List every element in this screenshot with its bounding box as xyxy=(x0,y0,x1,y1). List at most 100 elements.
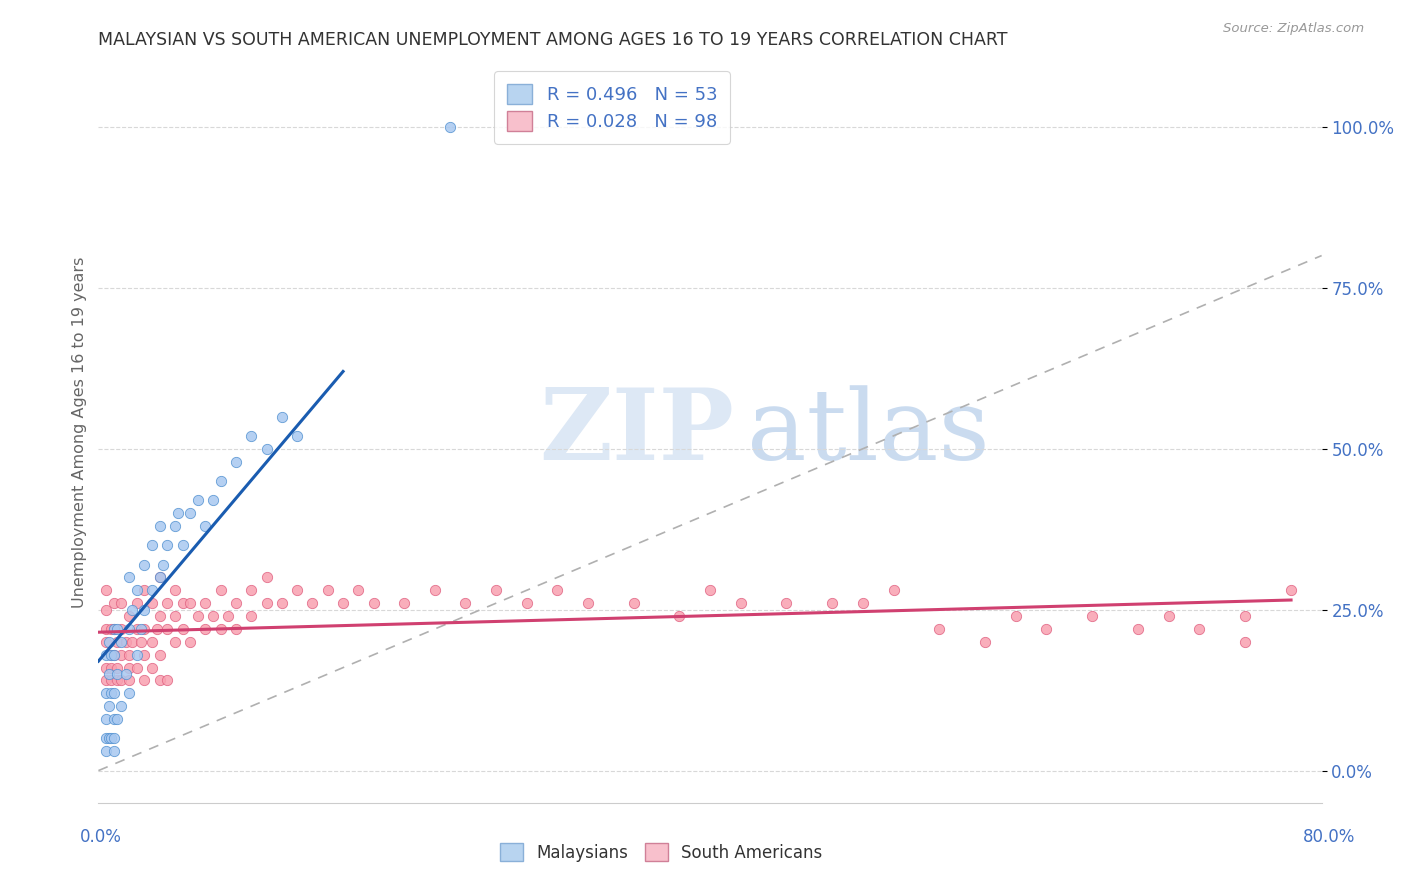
Point xyxy=(134,602,156,616)
Point xyxy=(668,609,690,624)
Text: ZIP: ZIP xyxy=(540,384,734,481)
Point xyxy=(202,493,225,508)
Point xyxy=(172,596,194,610)
Point xyxy=(240,429,263,443)
Point xyxy=(125,583,148,598)
Point xyxy=(100,648,122,662)
Point xyxy=(103,686,125,700)
Point xyxy=(121,635,143,649)
Point xyxy=(202,609,225,624)
Point xyxy=(94,744,117,758)
Point xyxy=(125,622,148,636)
Point xyxy=(103,648,125,662)
Point xyxy=(194,519,217,533)
Point xyxy=(103,622,125,636)
Point xyxy=(118,570,141,584)
Point xyxy=(172,538,194,552)
Point xyxy=(163,583,186,598)
Point xyxy=(141,660,163,674)
Point xyxy=(103,596,125,610)
Point xyxy=(187,609,209,624)
Point xyxy=(149,519,172,533)
Point xyxy=(270,409,292,424)
Point xyxy=(163,609,186,624)
Point xyxy=(141,635,163,649)
Point xyxy=(240,583,263,598)
Point xyxy=(118,622,141,636)
Point xyxy=(118,660,141,674)
Point xyxy=(94,712,117,726)
Point xyxy=(141,583,163,598)
Point xyxy=(1188,622,1211,636)
Point xyxy=(156,538,179,552)
Point xyxy=(439,120,461,134)
Text: Source: ZipAtlas.com: Source: ZipAtlas.com xyxy=(1223,22,1364,36)
Point xyxy=(156,622,179,636)
Point xyxy=(134,648,156,662)
Point xyxy=(225,454,247,468)
Point xyxy=(256,442,278,456)
Point xyxy=(1035,622,1057,636)
Point xyxy=(270,596,292,610)
Point xyxy=(100,673,122,688)
Point xyxy=(105,660,128,674)
Point xyxy=(98,635,121,649)
Point xyxy=(110,673,132,688)
Point xyxy=(118,686,141,700)
Point xyxy=(699,583,721,598)
Point xyxy=(149,570,172,584)
Point xyxy=(98,731,121,746)
Point xyxy=(125,596,148,610)
Point xyxy=(94,648,117,662)
Point xyxy=(1004,609,1026,624)
Point xyxy=(163,519,186,533)
Point xyxy=(179,506,201,520)
Point xyxy=(149,570,172,584)
Point xyxy=(194,596,217,610)
Point xyxy=(285,429,308,443)
Point xyxy=(98,699,121,714)
Point xyxy=(94,602,117,616)
Point xyxy=(115,635,138,649)
Point xyxy=(105,673,128,688)
Text: atlas: atlas xyxy=(747,384,990,481)
Point xyxy=(1234,609,1257,624)
Point xyxy=(134,673,156,688)
Point xyxy=(94,686,117,700)
Point xyxy=(149,609,172,624)
Point xyxy=(125,660,148,674)
Point xyxy=(152,558,174,572)
Point xyxy=(316,583,339,598)
Point xyxy=(156,673,179,688)
Point xyxy=(546,583,568,598)
Point xyxy=(1128,622,1150,636)
Point xyxy=(94,673,117,688)
Point xyxy=(225,596,247,610)
Point xyxy=(454,596,477,610)
Point xyxy=(1234,635,1257,649)
Point xyxy=(129,622,152,636)
Point xyxy=(103,712,125,726)
Text: MALAYSIAN VS SOUTH AMERICAN UNEMPLOYMENT AMONG AGES 16 TO 19 YEARS CORRELATION C: MALAYSIAN VS SOUTH AMERICAN UNEMPLOYMENT… xyxy=(98,31,1008,49)
Point xyxy=(301,596,323,610)
Point xyxy=(110,635,132,649)
Point xyxy=(516,596,538,610)
Point xyxy=(145,622,167,636)
Point xyxy=(167,506,190,520)
Point xyxy=(118,609,141,624)
Point xyxy=(623,596,645,610)
Legend: Malaysians, South Americans: Malaysians, South Americans xyxy=(494,837,830,869)
Point xyxy=(115,667,138,681)
Point xyxy=(928,622,950,636)
Point xyxy=(163,635,186,649)
Point xyxy=(187,493,209,508)
Point xyxy=(974,635,997,649)
Point xyxy=(156,596,179,610)
Point xyxy=(105,712,128,726)
Point xyxy=(225,622,247,636)
Point xyxy=(100,648,122,662)
Point xyxy=(1081,609,1104,624)
Point xyxy=(94,622,117,636)
Point xyxy=(852,596,875,610)
Point xyxy=(100,731,122,746)
